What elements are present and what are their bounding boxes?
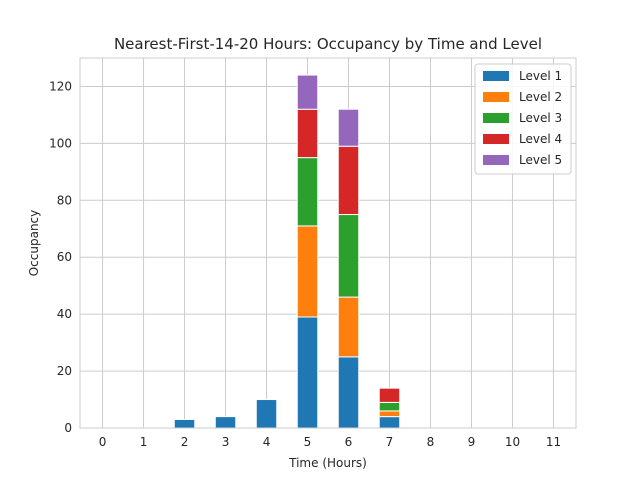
legend-label: Level 3 bbox=[519, 111, 562, 125]
bar-segment-level-4 bbox=[296, 108, 319, 159]
x-tick-label: 10 bbox=[505, 435, 520, 449]
legend-swatch bbox=[483, 92, 509, 102]
x-tick-label: 1 bbox=[140, 435, 148, 449]
bars bbox=[173, 74, 401, 429]
legend-label: Level 4 bbox=[519, 132, 562, 146]
legend-swatch bbox=[483, 113, 509, 123]
bar-segment-level-5 bbox=[296, 74, 319, 110]
x-tick-labels: 0 1 2 3 4 5 6 7 8 9 10 11 bbox=[99, 435, 561, 449]
bar-segment-level-1 bbox=[255, 399, 278, 429]
x-tick-label: 8 bbox=[427, 435, 435, 449]
y-tick-label: 120 bbox=[49, 79, 72, 93]
bar-segment-level-1 bbox=[296, 316, 319, 429]
bar-segment-level-5 bbox=[337, 108, 360, 147]
y-tick-labels: 0 20 40 60 80 100 120 bbox=[49, 79, 72, 435]
y-tick-label: 100 bbox=[49, 136, 72, 150]
x-tick-label: 6 bbox=[345, 435, 353, 449]
bar-segment-level-4 bbox=[337, 145, 360, 216]
y-tick-label: 40 bbox=[57, 307, 72, 321]
legend-label: Level 5 bbox=[519, 153, 562, 167]
x-axis-label: Time (Hours) bbox=[288, 456, 367, 470]
y-tick-label: 60 bbox=[57, 250, 72, 264]
legend-swatch bbox=[483, 71, 509, 81]
y-tick-label: 20 bbox=[57, 364, 72, 378]
bar-segment-level-2 bbox=[337, 296, 360, 358]
x-tick-label: 4 bbox=[263, 435, 271, 449]
plot-frame bbox=[79, 57, 577, 429]
bar-segment-level-3 bbox=[378, 401, 401, 412]
legend-label: Level 2 bbox=[519, 90, 562, 104]
x-tick-label: 5 bbox=[304, 435, 312, 449]
x-tick-label: 7 bbox=[386, 435, 394, 449]
x-tick-label: 9 bbox=[468, 435, 476, 449]
bar-segment-level-2 bbox=[378, 410, 401, 418]
y-tick-label: 0 bbox=[64, 421, 72, 435]
bar-segment-level-1 bbox=[214, 416, 237, 429]
bar-segment-level-1 bbox=[173, 418, 196, 429]
x-tick-label: 11 bbox=[546, 435, 561, 449]
legend-box bbox=[474, 63, 572, 175]
legend-swatch bbox=[483, 155, 509, 165]
x-tick-label: 0 bbox=[99, 435, 107, 449]
x-tick-label: 3 bbox=[222, 435, 230, 449]
bar-segment-level-3 bbox=[337, 214, 360, 298]
bar-segment-level-3 bbox=[296, 157, 319, 227]
chart-title: Nearest-First-14-20 Hours: Occupancy by … bbox=[114, 35, 542, 53]
y-axis-label: Occupancy bbox=[27, 210, 41, 277]
legend-label: Level 1 bbox=[519, 69, 562, 83]
x-tick-label: 2 bbox=[181, 435, 189, 449]
bar-segment-level-2 bbox=[296, 225, 319, 318]
bar-segment-level-4 bbox=[378, 387, 401, 403]
legend-swatch bbox=[483, 134, 509, 144]
bar-segment-level-1 bbox=[337, 356, 360, 429]
bar-segment-level-1 bbox=[378, 416, 401, 429]
y-tick-label: 80 bbox=[57, 193, 72, 207]
legend: Level 1 Level 2 Level 3 Level 4 Level 5 bbox=[474, 63, 572, 175]
